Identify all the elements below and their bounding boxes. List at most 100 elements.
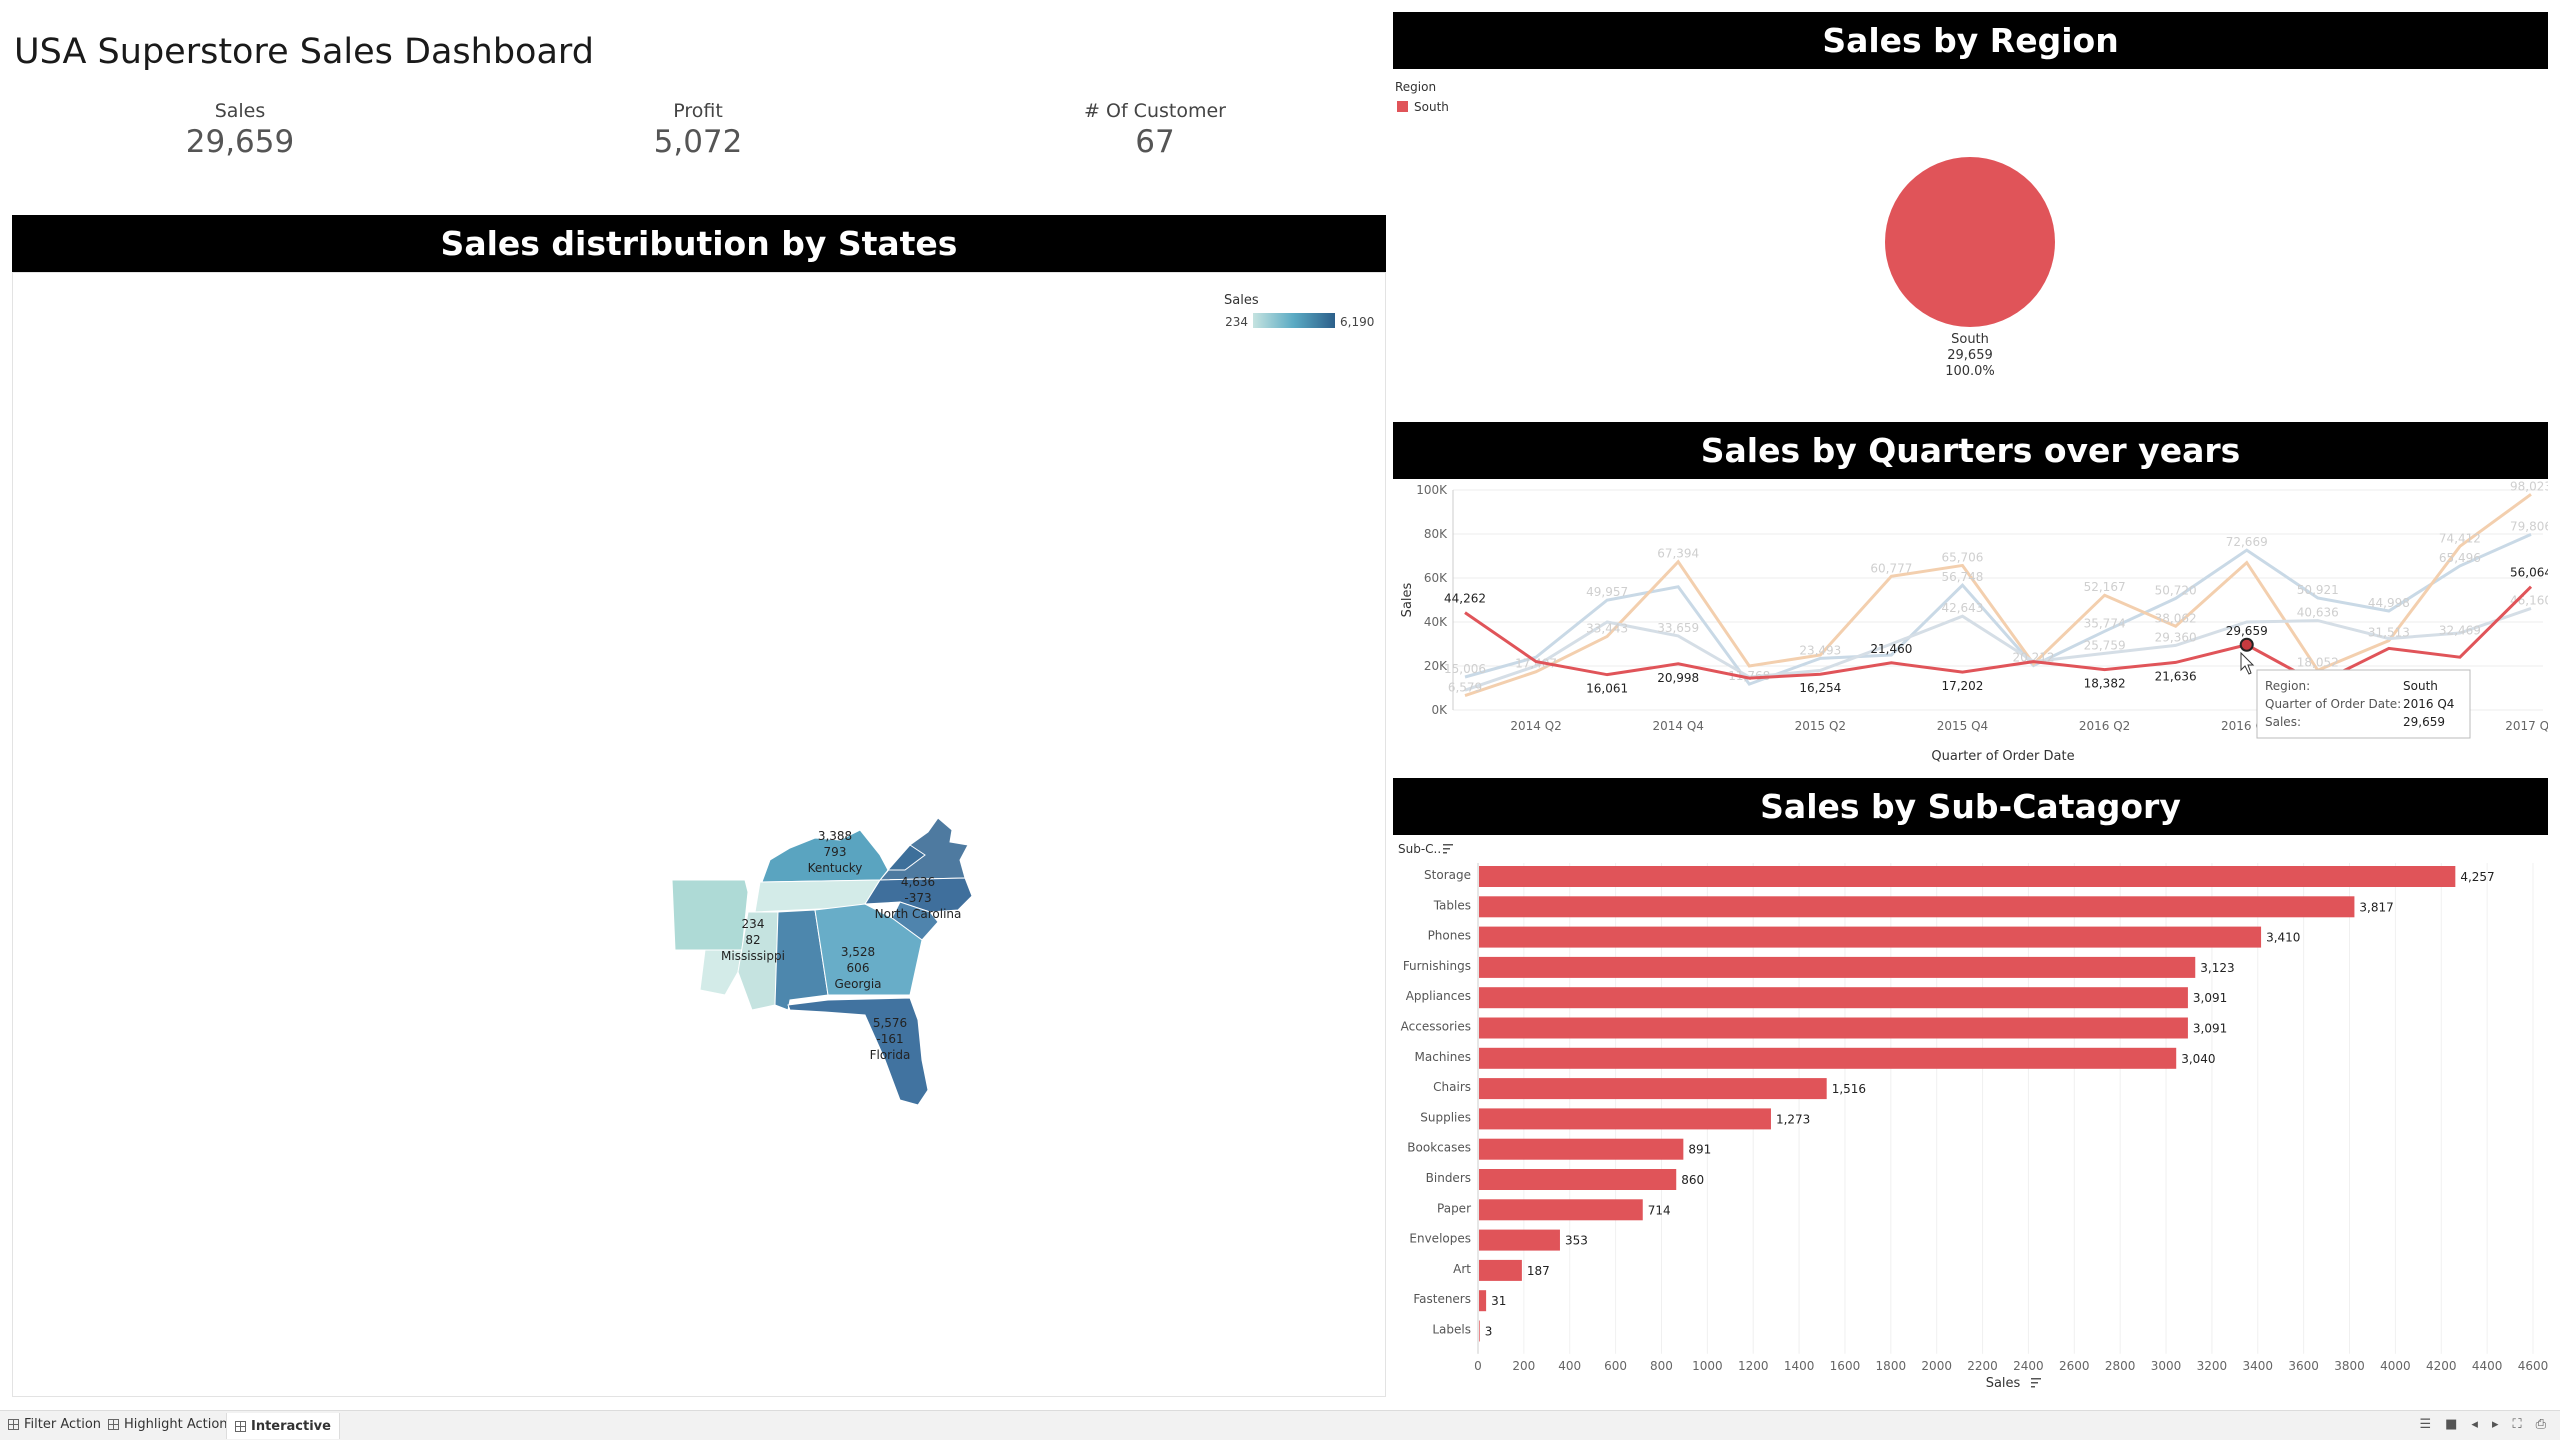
category-label[interactable]: Labels xyxy=(1432,1323,1471,1337)
quarters-south-series[interactable]: 44,262 16,061 20,998 16,254 21,460 17,202 18,3… xyxy=(1444,566,2548,696)
faded-data-label: 65,496 xyxy=(2439,551,2481,565)
category-label[interactable]: Accessories xyxy=(1401,1020,1471,1034)
kpi-sales: Sales 29,659 xyxy=(120,100,360,160)
category-label[interactable]: Machines xyxy=(1415,1050,1471,1064)
fit-icon[interactable]: ⛶ xyxy=(2512,1417,2522,1432)
tab-filter-action[interactable]: Filter Action xyxy=(8,1417,101,1432)
category-label[interactable]: Storage xyxy=(1424,868,1471,882)
bar-supplies[interactable] xyxy=(1479,1108,1771,1130)
bar-chairs[interactable] xyxy=(1479,1078,1827,1100)
bar-value-label: 1,516 xyxy=(1832,1082,1866,1096)
category-label[interactable]: Chairs xyxy=(1433,1080,1471,1094)
dashboard-icon xyxy=(235,1420,246,1432)
bar-art[interactable] xyxy=(1479,1259,1522,1281)
state-arkansas[interactable] xyxy=(671,879,749,951)
faded-data-label: 29,360 xyxy=(2155,630,2197,644)
south-series-line[interactable] xyxy=(1464,585,2533,686)
bar-fasteners[interactable] xyxy=(1479,1290,1487,1312)
faded-data-label: 15,006 xyxy=(1444,662,1486,676)
bar-phones[interactable] xyxy=(1479,926,2262,948)
state-georgia[interactable] xyxy=(814,903,923,996)
prev-sheet-icon[interactable]: ◂ xyxy=(2471,1417,2478,1432)
bar-machines[interactable] xyxy=(1479,1047,2177,1069)
kpi-sales-label: Sales xyxy=(214,100,266,122)
kpi-customers: # Of Customer 67 xyxy=(1035,100,1275,160)
y-tick-label: 100K xyxy=(1416,483,1448,497)
category-label[interactable]: Art xyxy=(1453,1262,1471,1276)
faded-data-label: 44,998 xyxy=(2368,596,2410,610)
bar-tables[interactable] xyxy=(1479,896,2355,918)
category-label[interactable]: Paper xyxy=(1437,1201,1471,1215)
faded-data-label: 98,023 xyxy=(2510,480,2548,493)
category-label[interactable]: Phones xyxy=(1428,929,1471,943)
bar-appliances[interactable] xyxy=(1479,987,2188,1009)
category-label[interactable]: Furnishings xyxy=(1403,959,1471,973)
subcat-bars[interactable]: Storage 4,257 Tables 3,817 Phones 3,410 Furnis… xyxy=(1401,866,2495,1342)
list-view-icon[interactable]: ☰ xyxy=(2419,1417,2432,1432)
faded-data-label: 67,394 xyxy=(1657,547,1699,561)
bar-paper[interactable] xyxy=(1479,1199,1643,1221)
tab-interactive-label: Interactive xyxy=(251,1418,331,1434)
x-tick-label: 2400 xyxy=(2013,1359,2044,1373)
faded-series-line-2 xyxy=(1464,607,2532,692)
bar-value-label: 1,273 xyxy=(1776,1112,1810,1126)
region-pie-slice-south[interactable] xyxy=(1885,157,2055,327)
x-tick-label: 2200 xyxy=(1967,1359,1998,1373)
sort-icon[interactable] xyxy=(1443,844,1453,854)
category-label[interactable]: Supplies xyxy=(1420,1110,1471,1124)
selected-point[interactable] xyxy=(2239,637,2254,652)
map-legend-gradient xyxy=(1253,313,1335,328)
state-label-florida-sales: 5,576 xyxy=(873,1016,907,1030)
bar-labels[interactable] xyxy=(1479,1320,1480,1342)
dashboard-icon xyxy=(8,1419,19,1430)
category-label[interactable]: Envelopes xyxy=(1409,1232,1471,1246)
states-map[interactable]: 3,388 793 Kentucky 4,636 -373 North Caro… xyxy=(660,800,1010,1120)
tab-highlight-action[interactable]: Highlight Action xyxy=(108,1417,228,1432)
tooltip-sales-label: Sales: xyxy=(2265,715,2301,729)
faded-data-label: 6,579 xyxy=(1448,681,1482,695)
region-legend-item[interactable]: South xyxy=(1414,100,1449,114)
x-tick-label: 2014 Q2 xyxy=(1510,719,1561,733)
bar-furnishings[interactable] xyxy=(1479,956,2196,978)
state-south-carolina[interactable] xyxy=(891,901,939,941)
category-label[interactable]: Appliances xyxy=(1406,989,1471,1003)
bar-accessories[interactable] xyxy=(1479,1017,2188,1039)
state-virginia[interactable] xyxy=(878,817,969,881)
region-chart[interactable]: Region South South 29,659 100.0% xyxy=(1393,75,2548,415)
south-data-label: 29,659 xyxy=(2226,624,2268,638)
state-west-virginia[interactable] xyxy=(886,844,926,871)
y-tick-label: 0K xyxy=(1431,703,1448,717)
south-data-label: 44,262 xyxy=(1444,592,1486,606)
bar-storage[interactable] xyxy=(1479,866,2456,887)
next-sheet-icon[interactable]: ▸ xyxy=(2491,1417,2499,1432)
quarters-line-chart[interactable]: Sales 100K 80K 60K 40K 20K 0K 15,006 6,579 17,4… xyxy=(1393,480,2548,770)
faded-data-label: 52,167 xyxy=(2084,580,2126,594)
state-mississippi[interactable] xyxy=(737,911,779,1011)
quarters-ylabel: Sales xyxy=(1400,582,1415,617)
map-title-band: Sales distribution by States xyxy=(12,215,1386,272)
state-louisiana[interactable] xyxy=(699,949,743,996)
quarters-xlabel: Quarter of Order Date xyxy=(1931,749,2074,764)
category-label[interactable]: Fasteners xyxy=(1413,1292,1471,1306)
subcat-bar-chart[interactable]: Sub-C.. Storage 4,257 Tables 3,817 Phones 3,4… xyxy=(1393,838,2553,1398)
region-slice-value: 29,659 xyxy=(1947,348,1993,363)
category-label[interactable]: Bookcases xyxy=(1407,1141,1471,1155)
bar-bookcases[interactable] xyxy=(1479,1138,1684,1160)
present-icon[interactable]: ⎙ xyxy=(2535,1417,2546,1432)
map-panel[interactable] xyxy=(12,272,1386,1397)
bar-envelopes[interactable] xyxy=(1479,1229,1560,1251)
state-kentucky[interactable] xyxy=(761,829,889,883)
faded-data-label: 56,748 xyxy=(1941,570,1983,584)
state-label-kentucky-profit: 793 xyxy=(824,845,847,859)
bar-binders[interactable] xyxy=(1479,1169,1677,1190)
quarters-faded-labels: 15,006 6,579 17,407 33,443 49,957 33,659 67,39… xyxy=(1444,480,2548,695)
category-label[interactable]: Tables xyxy=(1433,898,1471,912)
state-florida[interactable] xyxy=(787,997,929,1106)
tooltip-quarter-label: Quarter of Order Date: xyxy=(2265,697,2401,711)
sheet-tab-bar: Filter Action Highlight Action Interacti… xyxy=(0,1410,2560,1440)
sales-sort-icon[interactable] xyxy=(2031,1378,2041,1388)
subcat-header-label[interactable]: Sub-C.. xyxy=(1398,842,1441,856)
filmstrip-icon[interactable]: ■ xyxy=(2445,1417,2458,1432)
tab-interactive[interactable]: Interactive xyxy=(226,1413,340,1439)
category-label[interactable]: Binders xyxy=(1426,1171,1471,1185)
